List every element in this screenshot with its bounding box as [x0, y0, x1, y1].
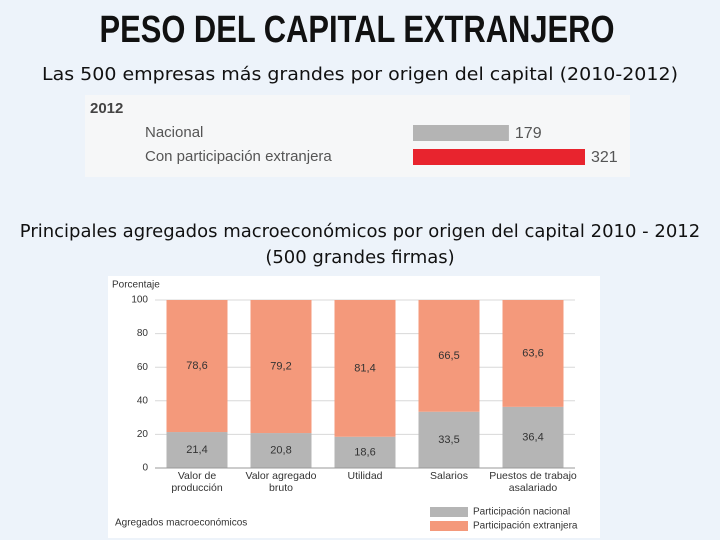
bar-segment — [334, 436, 396, 468]
x-tick-label: Valor de producción — [171, 470, 223, 494]
chart-title: Principales agregados macroeconómicos po… — [20, 221, 700, 268]
y-tick-label: 20 — [137, 429, 149, 440]
legend-label: Participación extranjera — [473, 521, 578, 532]
category-label: Nacional — [145, 124, 203, 141]
bar — [413, 125, 509, 141]
legend-label: Participación nacional — [473, 507, 570, 518]
chart-title: Las 500 empresas más grandes por origen … — [42, 64, 678, 85]
bar — [413, 149, 585, 165]
bar-segment — [418, 300, 480, 412]
bar-segment — [334, 300, 396, 437]
y-tick-label: 60 — [137, 362, 149, 373]
value-label: 18,6 — [354, 446, 375, 458]
y-axis-title: Porcentaje — [112, 280, 160, 291]
value-label: 63,6 — [522, 347, 543, 359]
x-axis-title: Agregados macroeconómicos — [115, 518, 247, 529]
x-tick-label: Valor agregado bruto — [245, 470, 317, 494]
value-label: 66,5 — [438, 350, 459, 362]
value-label: 21,4 — [186, 444, 207, 456]
bar-segment — [502, 300, 564, 407]
value-label: 33,5 — [438, 434, 459, 446]
bar-segment — [502, 406, 564, 468]
bar-segment — [250, 300, 312, 434]
chart-subtitle: 2012 — [90, 100, 123, 117]
y-tick-label: 40 — [137, 395, 149, 406]
value-label: 321 — [591, 149, 618, 166]
value-label: 79,2 — [270, 360, 291, 372]
value-label: 20,8 — [270, 444, 291, 456]
y-tick-label: 80 — [137, 328, 149, 339]
bar-segment — [418, 411, 480, 468]
value-label: 36,4 — [522, 431, 543, 443]
value-label: 179 — [515, 125, 542, 142]
legend-swatch — [430, 507, 468, 517]
y-tick-label: 0 — [142, 463, 148, 474]
page-title: PESO DEL CAPITAL EXTRANJERO — [100, 9, 615, 51]
y-tick-label: 100 — [131, 295, 148, 306]
category-label: Con participación extranjera — [145, 148, 332, 165]
bar-segment — [166, 300, 228, 433]
value-label: 78,6 — [186, 360, 207, 372]
value-label: 81,4 — [354, 362, 375, 374]
bar-segment — [250, 433, 312, 468]
bar-segment — [166, 432, 228, 468]
x-tick-label: Puestos de trabajo asalariado — [489, 470, 577, 494]
x-tick-label: Utilidad — [347, 470, 383, 482]
x-tick-label: Salarios — [430, 470, 468, 482]
legend-swatch — [430, 521, 468, 531]
